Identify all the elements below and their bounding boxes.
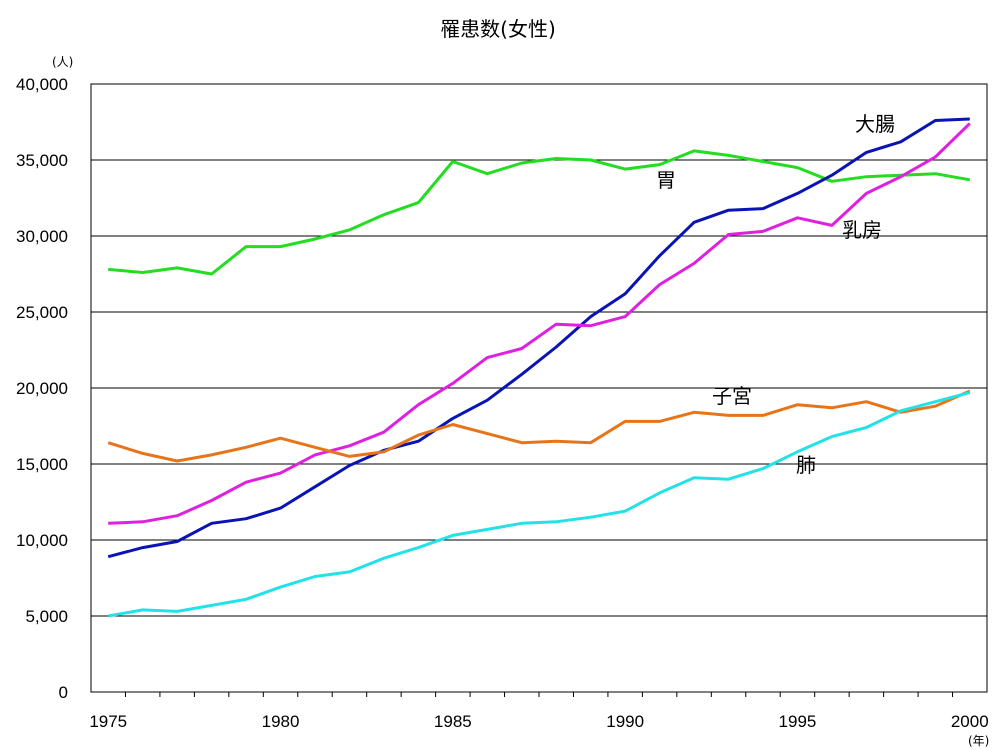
- series-line: [107, 117, 970, 559]
- series-line: [107, 391, 971, 618]
- x-tick-label: 1990: [606, 712, 644, 731]
- x-tick-label: 1980: [262, 712, 300, 731]
- y-tick-label: 35,000: [16, 151, 68, 170]
- y-tick-label: 5,000: [25, 607, 68, 626]
- x-tick-label: 2000: [951, 712, 989, 731]
- y-tick-label: 30,000: [16, 227, 68, 246]
- series-label-colon: 大腸: [855, 112, 895, 136]
- series-label-breast: 乳房: [842, 218, 882, 242]
- x-tick-label: 1985: [434, 712, 472, 731]
- y-tick-label: 15,000: [16, 455, 68, 474]
- series-label-stomach: 胃: [656, 168, 676, 192]
- series-line: [108, 122, 971, 525]
- series-line: [107, 389, 971, 463]
- y-tick-label: 10,000: [16, 531, 68, 550]
- y-axis-unit: (人): [52, 55, 73, 69]
- series-label-lung: 肺: [796, 453, 816, 477]
- y-tick-label: 40,000: [16, 75, 68, 94]
- y-tick-label: 25,000: [16, 303, 68, 322]
- grid-lines: [91, 83, 987, 617]
- chart-title: 罹患数(女性): [440, 17, 556, 41]
- y-tick-label: 20,000: [16, 379, 68, 398]
- x-tick-label: 1995: [779, 712, 817, 731]
- series-label-uterus: 子宮: [712, 384, 752, 408]
- x-axis-ticks: 1975 1980 1985 1990 1995 2000: [89, 692, 989, 731]
- y-tick-label: 0: [59, 683, 68, 702]
- x-axis-unit: (年): [968, 734, 989, 748]
- y-axis-ticks: 0 5,000 10,000 15,000 20,000 25,000 30,000 35,0…: [16, 75, 68, 702]
- series-lines: [107, 117, 971, 618]
- x-tick-label: 1975: [89, 712, 127, 731]
